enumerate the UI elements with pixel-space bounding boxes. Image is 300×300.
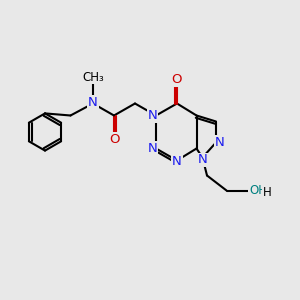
Text: OH: OH bbox=[249, 184, 267, 197]
Text: O: O bbox=[109, 133, 119, 146]
Text: N: N bbox=[148, 109, 157, 122]
Text: N: N bbox=[198, 153, 207, 167]
Text: N: N bbox=[88, 95, 98, 109]
Text: CH₃: CH₃ bbox=[82, 70, 104, 84]
Text: N: N bbox=[215, 136, 224, 149]
Text: N: N bbox=[172, 154, 182, 168]
Text: O: O bbox=[172, 73, 182, 86]
Text: N: N bbox=[148, 142, 157, 155]
Text: H: H bbox=[262, 185, 272, 199]
